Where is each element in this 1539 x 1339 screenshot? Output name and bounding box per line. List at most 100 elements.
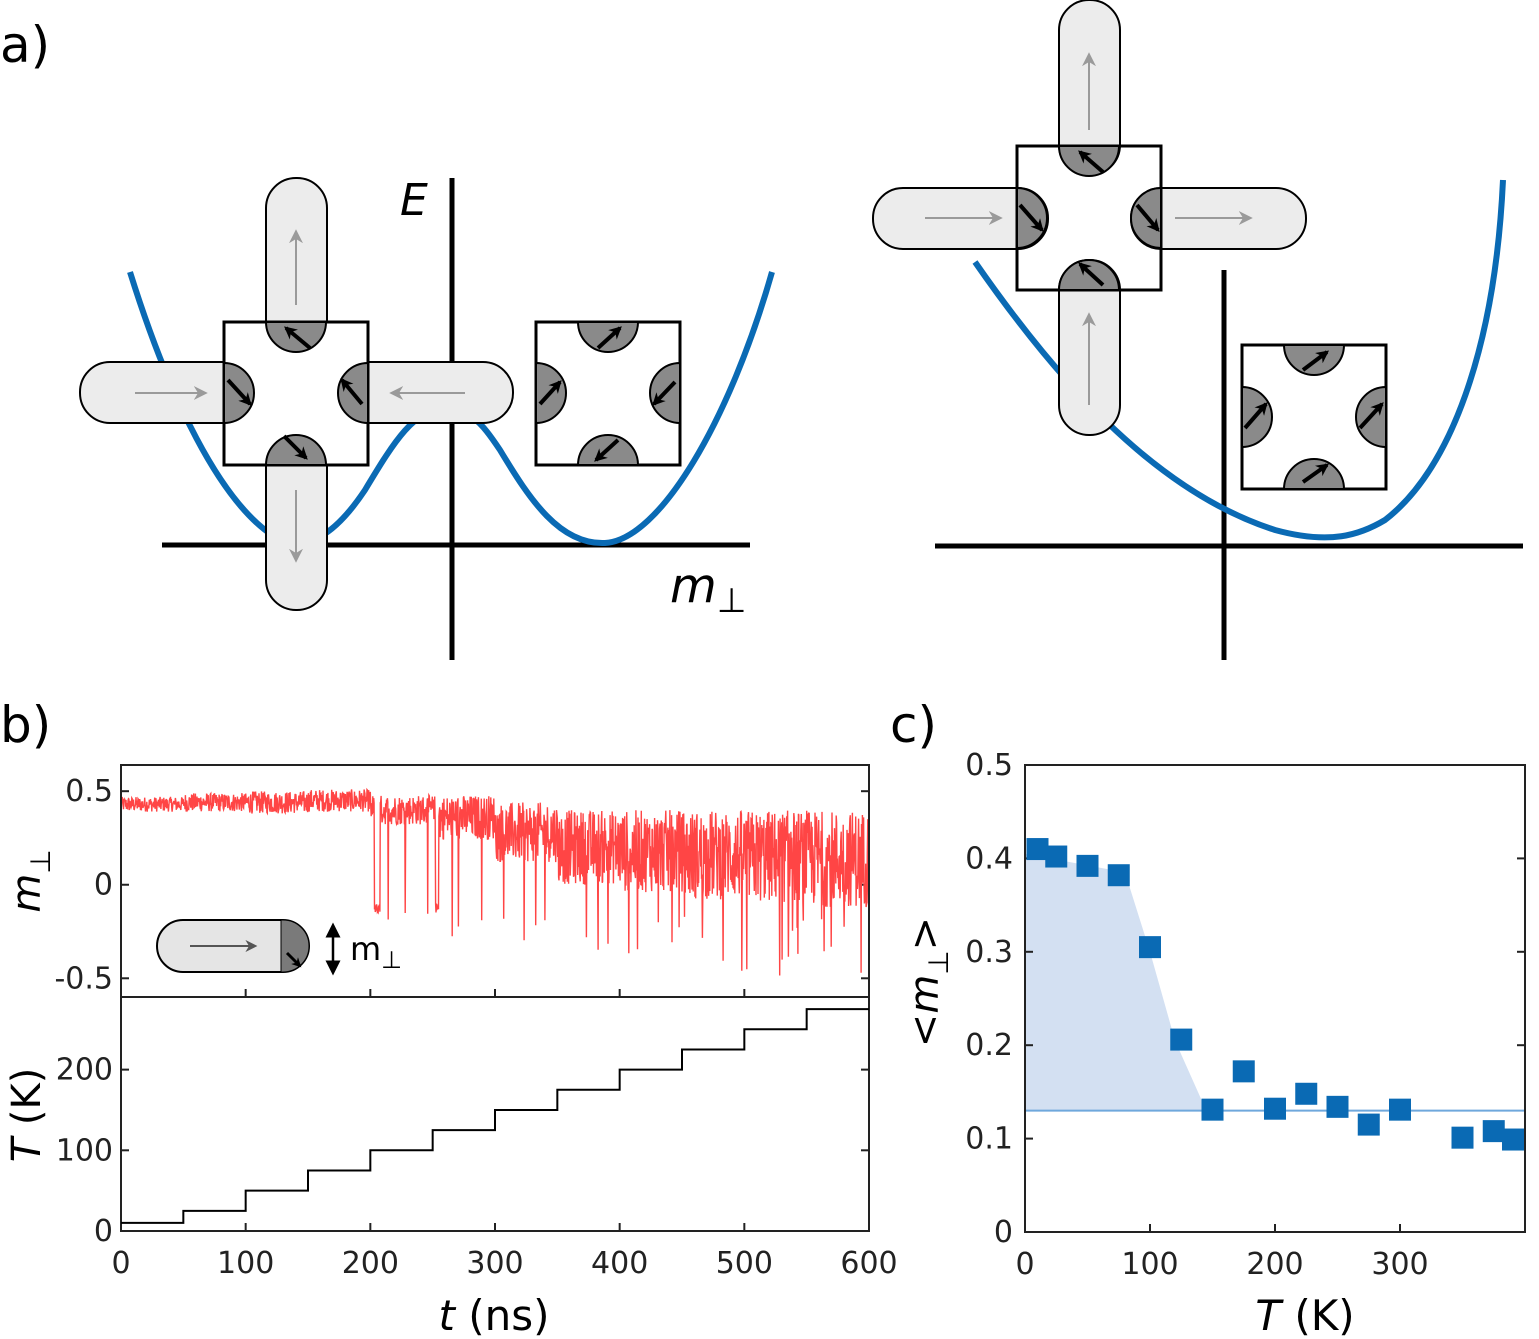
- c-data-point: [1357, 1113, 1380, 1136]
- b-bottom-xtick-label: 400: [591, 1246, 648, 1281]
- c-data-point: [1295, 1082, 1318, 1105]
- c-ylabel-main: m: [902, 975, 948, 1014]
- b-bottom-plot: 0 100 200 0 100 200 300 400 500 600 T (K) t (ns): [4, 996, 898, 1339]
- a-mid-vertex-spin-top: [596, 326, 622, 350]
- c-data-point: [1389, 1098, 1411, 1121]
- c-xtick-label: 0: [1015, 1247, 1034, 1282]
- a-right-vertex-cap-bottom: [1057, 259, 1121, 291]
- b-inset-island: m⊥: [156, 919, 402, 976]
- panel-b-label: b): [0, 696, 51, 754]
- c-ylabel-close: >: [902, 917, 948, 951]
- b-top-ytick-label: 0: [94, 868, 113, 903]
- b-top-ytick-label: 0.5: [65, 774, 113, 809]
- a-left-vertex-spin-right: [340, 378, 364, 406]
- c-ytick-label: 0.2: [965, 1028, 1013, 1063]
- c-frame: [1024, 764, 1526, 1233]
- c-ytick-label: 0.3: [965, 935, 1013, 970]
- b-top-y-ticks: 0.5 0 -0.5: [54, 774, 869, 997]
- b-m-perp-trace: [121, 787, 869, 976]
- c-xtick-label: 100: [1121, 1247, 1178, 1282]
- b-bottom-ticks: 0 100 200 0 100 200 300 400 500 600: [56, 1053, 898, 1281]
- a-m-axis-label: m⊥: [670, 558, 746, 621]
- c-ylabel-sub: ⊥: [922, 950, 955, 974]
- c-xlabel: T (K): [1255, 1291, 1354, 1339]
- a-left-vertex-spin-bottom: [282, 434, 308, 460]
- c-shaded-region: [1025, 853, 1207, 1111]
- panel-c: c) 0 0.1 0.2 0.3 0.4 0.5 0 100 200 300 <m⊥> T (K): [890, 696, 1526, 1339]
- a-left-vertex-spin-top: [284, 326, 312, 350]
- a-right-vertex-spin-top: [1078, 150, 1105, 174]
- b-bottom-xlabel-var: t: [438, 1291, 456, 1339]
- a-m-axis-label-main: m: [670, 558, 717, 614]
- b-bottom-ytick-label: 200: [56, 1053, 113, 1088]
- b-inset-label-sub: ⊥: [381, 946, 402, 974]
- a-m-axis-label-sub: ⊥: [717, 581, 747, 621]
- b-bottom-ylabel-unit: (K): [4, 1068, 50, 1138]
- c-data-point: [1502, 1128, 1524, 1151]
- a-right-small-spin-top: [1301, 350, 1330, 372]
- c-ticks: 0 0.1 0.2 0.3 0.4 0.5 0 100 200 300: [965, 748, 1525, 1282]
- b-top-ytick-label: -0.5: [54, 961, 113, 996]
- c-ytick-label: 0.1: [965, 1122, 1013, 1157]
- b-inset-label: m⊥: [350, 930, 402, 974]
- a-right-vertex-spin-bottom: [1078, 262, 1105, 287]
- b-bottom-xtick-label: 500: [716, 1246, 773, 1281]
- a-energy-axis-label: E: [400, 175, 428, 226]
- b-temperature-staircase: [121, 1008, 869, 1224]
- c-data-point: [1264, 1097, 1286, 1120]
- c-ylabel-open: <: [902, 1014, 948, 1048]
- b-top-ylabel-main: m: [4, 874, 50, 913]
- b-top-plot: 0.50-0.5 m⊥ m⊥: [4, 764, 870, 998]
- c-data-point: [1107, 864, 1130, 887]
- c-data-point: [1170, 1028, 1193, 1051]
- c-data-point: [1232, 1060, 1255, 1083]
- panel-a: a) E m⊥: [0, 0, 1523, 660]
- panel-c-label: c): [890, 696, 937, 754]
- b-bottom-xtick-label: 600: [840, 1246, 897, 1281]
- c-ytick-label: 0.4: [965, 841, 1013, 876]
- b-inset-island-cap: [280, 919, 310, 973]
- a-mid-vertex: [534, 320, 682, 467]
- b-bottom-xtick-label: 300: [466, 1246, 523, 1281]
- c-data-point: [1026, 838, 1049, 861]
- c-data-point: [1326, 1095, 1349, 1118]
- b-bottom-ytick-label: 0: [94, 1214, 113, 1249]
- a-right-small-spin-bottom: [1301, 463, 1330, 484]
- c-xlabel-var: T: [1255, 1291, 1284, 1339]
- a-mid-vertex-spin-left: [538, 380, 562, 406]
- a-right-small-spin-right: [1358, 402, 1384, 430]
- b-bottom-xtick-label: 100: [217, 1246, 274, 1281]
- a-left-vertex: [79, 177, 514, 611]
- b-inset-label-main: m: [350, 930, 381, 968]
- b-bottom-xlabel: t (ns): [438, 1291, 549, 1339]
- a-right-small-spin-left: [1243, 402, 1268, 430]
- c-data-point: [1045, 845, 1068, 868]
- c-ytick-label: 0.5: [965, 748, 1013, 783]
- c-markers: [1026, 838, 1524, 1151]
- b-top-ylabel: m⊥: [4, 849, 57, 912]
- c-ylabel: <m⊥>: [902, 917, 955, 1047]
- a-right-vertex: [872, 0, 1307, 436]
- b-bottom-xtick-label: 0: [111, 1246, 130, 1281]
- c-data-point: [1201, 1098, 1224, 1121]
- c-ytick-label: 0: [994, 1215, 1013, 1250]
- b-inset-spin-arrow: [285, 951, 302, 968]
- c-xtick-label: 300: [1371, 1247, 1428, 1282]
- b-bottom-xlabel-unit: (ns): [455, 1291, 550, 1339]
- b-bottom-ytick-label: 100: [56, 1133, 113, 1168]
- c-xlabel-unit: (K): [1281, 1291, 1355, 1339]
- c-data-point: [1451, 1126, 1474, 1149]
- a-left-vertex-spin-left: [226, 378, 252, 406]
- panel-a-label: a): [0, 16, 50, 74]
- c-data-point: [1139, 936, 1161, 959]
- a-right-vertex-spin-left: [1018, 203, 1044, 232]
- a-right-vertex-spin-right: [1135, 203, 1160, 232]
- c-data-point: [1482, 1120, 1505, 1143]
- a-mid-vertex-spin-bottom: [594, 438, 620, 462]
- c-xtick-label: 200: [1246, 1247, 1303, 1282]
- c-data-point: [1076, 854, 1099, 877]
- b-bottom-xtick-label: 200: [342, 1246, 399, 1281]
- b-bottom-ylabel-var: T: [4, 1134, 50, 1162]
